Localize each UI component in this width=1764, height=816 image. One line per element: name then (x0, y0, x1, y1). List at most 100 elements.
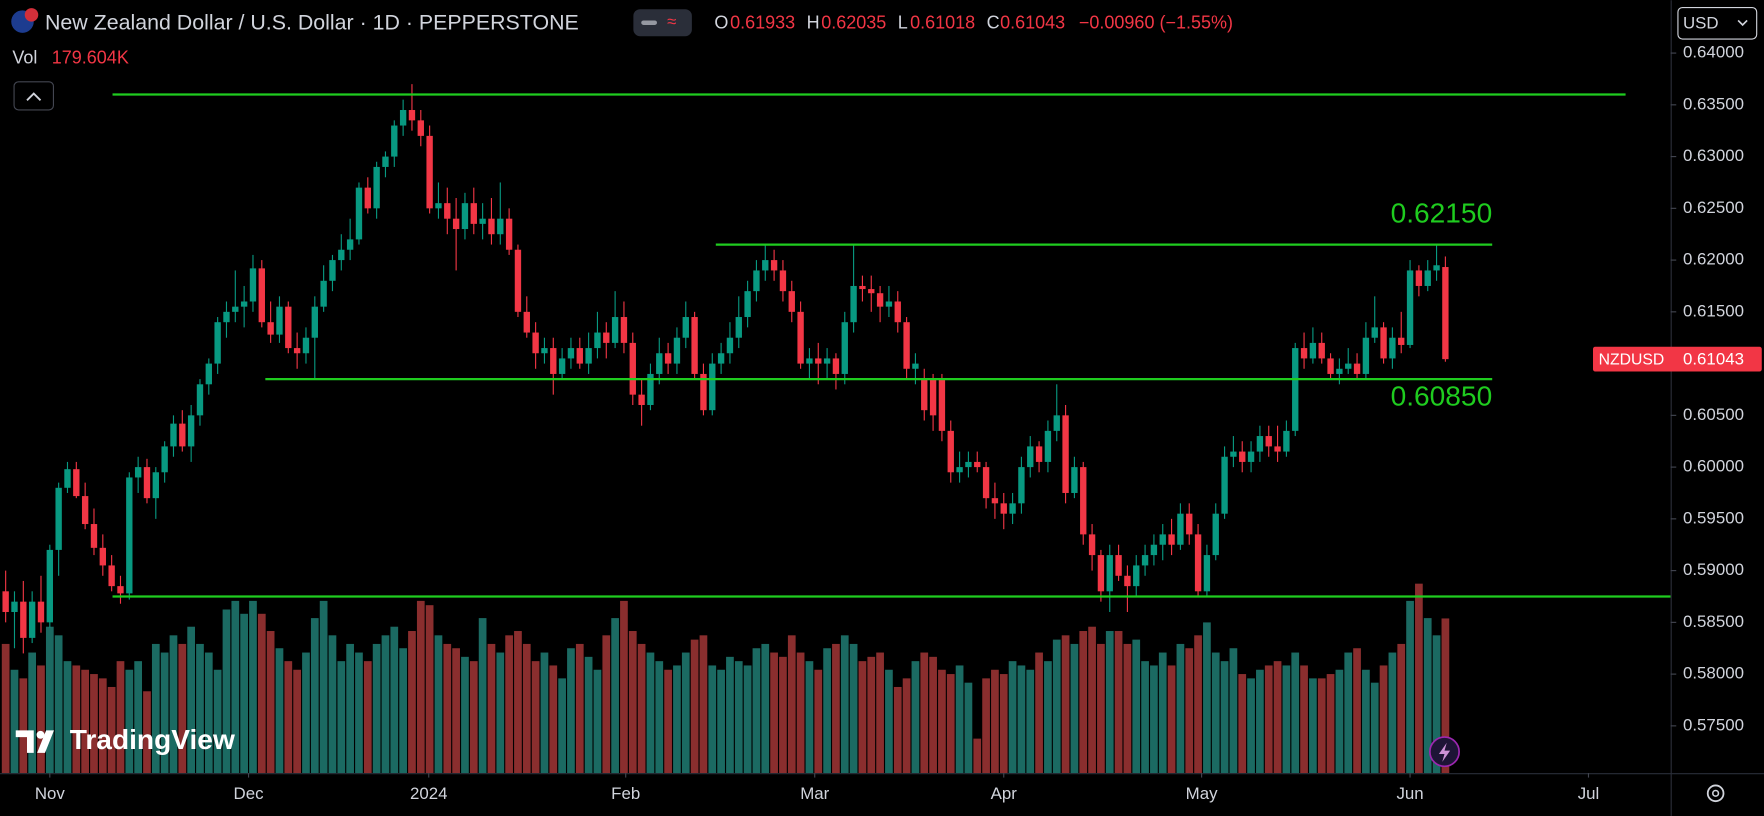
candle-body (832, 358, 840, 374)
volume-bar (699, 635, 708, 774)
candle-body (11, 601, 18, 613)
volume-bar (991, 669, 999, 774)
volume-bar (310, 618, 319, 774)
volume-bar (505, 635, 513, 774)
volume-bar (681, 652, 690, 774)
volume-bar (213, 669, 222, 774)
candle-body (391, 125, 398, 157)
candle-body (161, 446, 168, 473)
candle-body (99, 547, 106, 566)
volume-bar (372, 643, 381, 774)
x-tick-label: Nov (35, 784, 66, 803)
ohlc-label: O (714, 13, 728, 33)
candle-body (921, 379, 928, 411)
candle-body (1133, 565, 1140, 587)
indicator-toggle[interactable] (633, 9, 692, 37)
candle-body (885, 301, 893, 307)
currency-caret (1737, 19, 1748, 27)
x-tick-label: Apr (991, 784, 1018, 803)
volume-bar (1123, 643, 1132, 774)
settings-button[interactable] (1706, 784, 1725, 803)
volume-bar (1362, 669, 1370, 774)
volume-bar (1176, 643, 1185, 774)
volume-bar (1441, 618, 1450, 774)
change: −0.00960 (−1.55%) (1079, 13, 1233, 33)
volume-bar (319, 600, 328, 774)
x-tick-label: Jun (1396, 784, 1423, 803)
volume-bar (982, 678, 990, 774)
currency-label: USD (1683, 13, 1719, 32)
volume-bar (1150, 665, 1158, 774)
volume-bar (399, 648, 407, 774)
candle-body (1212, 513, 1219, 556)
volume-bar (469, 661, 478, 774)
volume-bar (920, 652, 929, 774)
volume-bar (151, 643, 160, 774)
candle-body (497, 218, 504, 235)
candle-body (762, 260, 769, 271)
volume-bar (98, 678, 107, 774)
logo-text: TradingView (70, 724, 235, 755)
candle-body (1141, 555, 1149, 566)
candle-body (611, 317, 619, 343)
toggle-icon (641, 20, 657, 25)
volume-bar (787, 635, 796, 774)
collapse-button[interactable] (13, 81, 54, 111)
candle-body (1265, 436, 1272, 447)
ohlc-label: L (898, 13, 908, 33)
volume-bar (902, 678, 911, 774)
vol-value: 179.604K (52, 47, 129, 67)
currency-button[interactable] (1677, 6, 1758, 40)
volume-bar (10, 669, 19, 774)
x-tick-label: Mar (800, 784, 829, 803)
volume-bar (1194, 635, 1202, 774)
volume-bar (1273, 661, 1282, 774)
volume-bar (302, 652, 310, 774)
candle-body (382, 156, 389, 167)
candle-body (329, 260, 336, 281)
candle-body (1433, 265, 1440, 271)
candle-body (541, 348, 548, 354)
candle-body (373, 166, 380, 209)
candle-body (28, 601, 36, 638)
candle-body (276, 306, 283, 335)
x-tick-label: 2024 (410, 784, 448, 803)
volume-bar (160, 652, 169, 774)
candle-body (1389, 337, 1396, 359)
candle-body (205, 363, 212, 385)
volume-bar (1300, 665, 1308, 774)
volume-bar (54, 635, 63, 774)
candle-body (1371, 327, 1378, 338)
volume-bar (1370, 682, 1379, 774)
candle-body (1035, 446, 1043, 462)
volume-bar (478, 618, 487, 774)
candle-body (179, 423, 186, 447)
candle-body (240, 301, 248, 307)
candle-body (435, 203, 442, 209)
candle-body (1088, 534, 1096, 556)
candle-body (1106, 555, 1113, 592)
candle-body (1203, 555, 1211, 592)
candle-body (673, 337, 681, 364)
volume-bar (1326, 674, 1335, 774)
volume-bar (293, 669, 301, 774)
volume-bar (885, 669, 893, 774)
candle-body (1318, 342, 1325, 359)
volume-bar (1309, 678, 1317, 774)
candle-body (947, 430, 954, 473)
y-tick-label: 0.60500 (1683, 405, 1744, 424)
volume-bar (1415, 583, 1423, 774)
candle-body (90, 524, 98, 548)
candle-body (1159, 534, 1166, 545)
volume-bar (849, 643, 858, 774)
volume-bar (655, 661, 664, 774)
candle-body (1124, 575, 1131, 587)
candle-body (1274, 446, 1281, 452)
candle-body (1080, 467, 1087, 535)
candle-body (293, 348, 301, 354)
volume-bar (1, 643, 10, 774)
volume-bar (1008, 661, 1017, 774)
candle-body (1239, 451, 1246, 462)
